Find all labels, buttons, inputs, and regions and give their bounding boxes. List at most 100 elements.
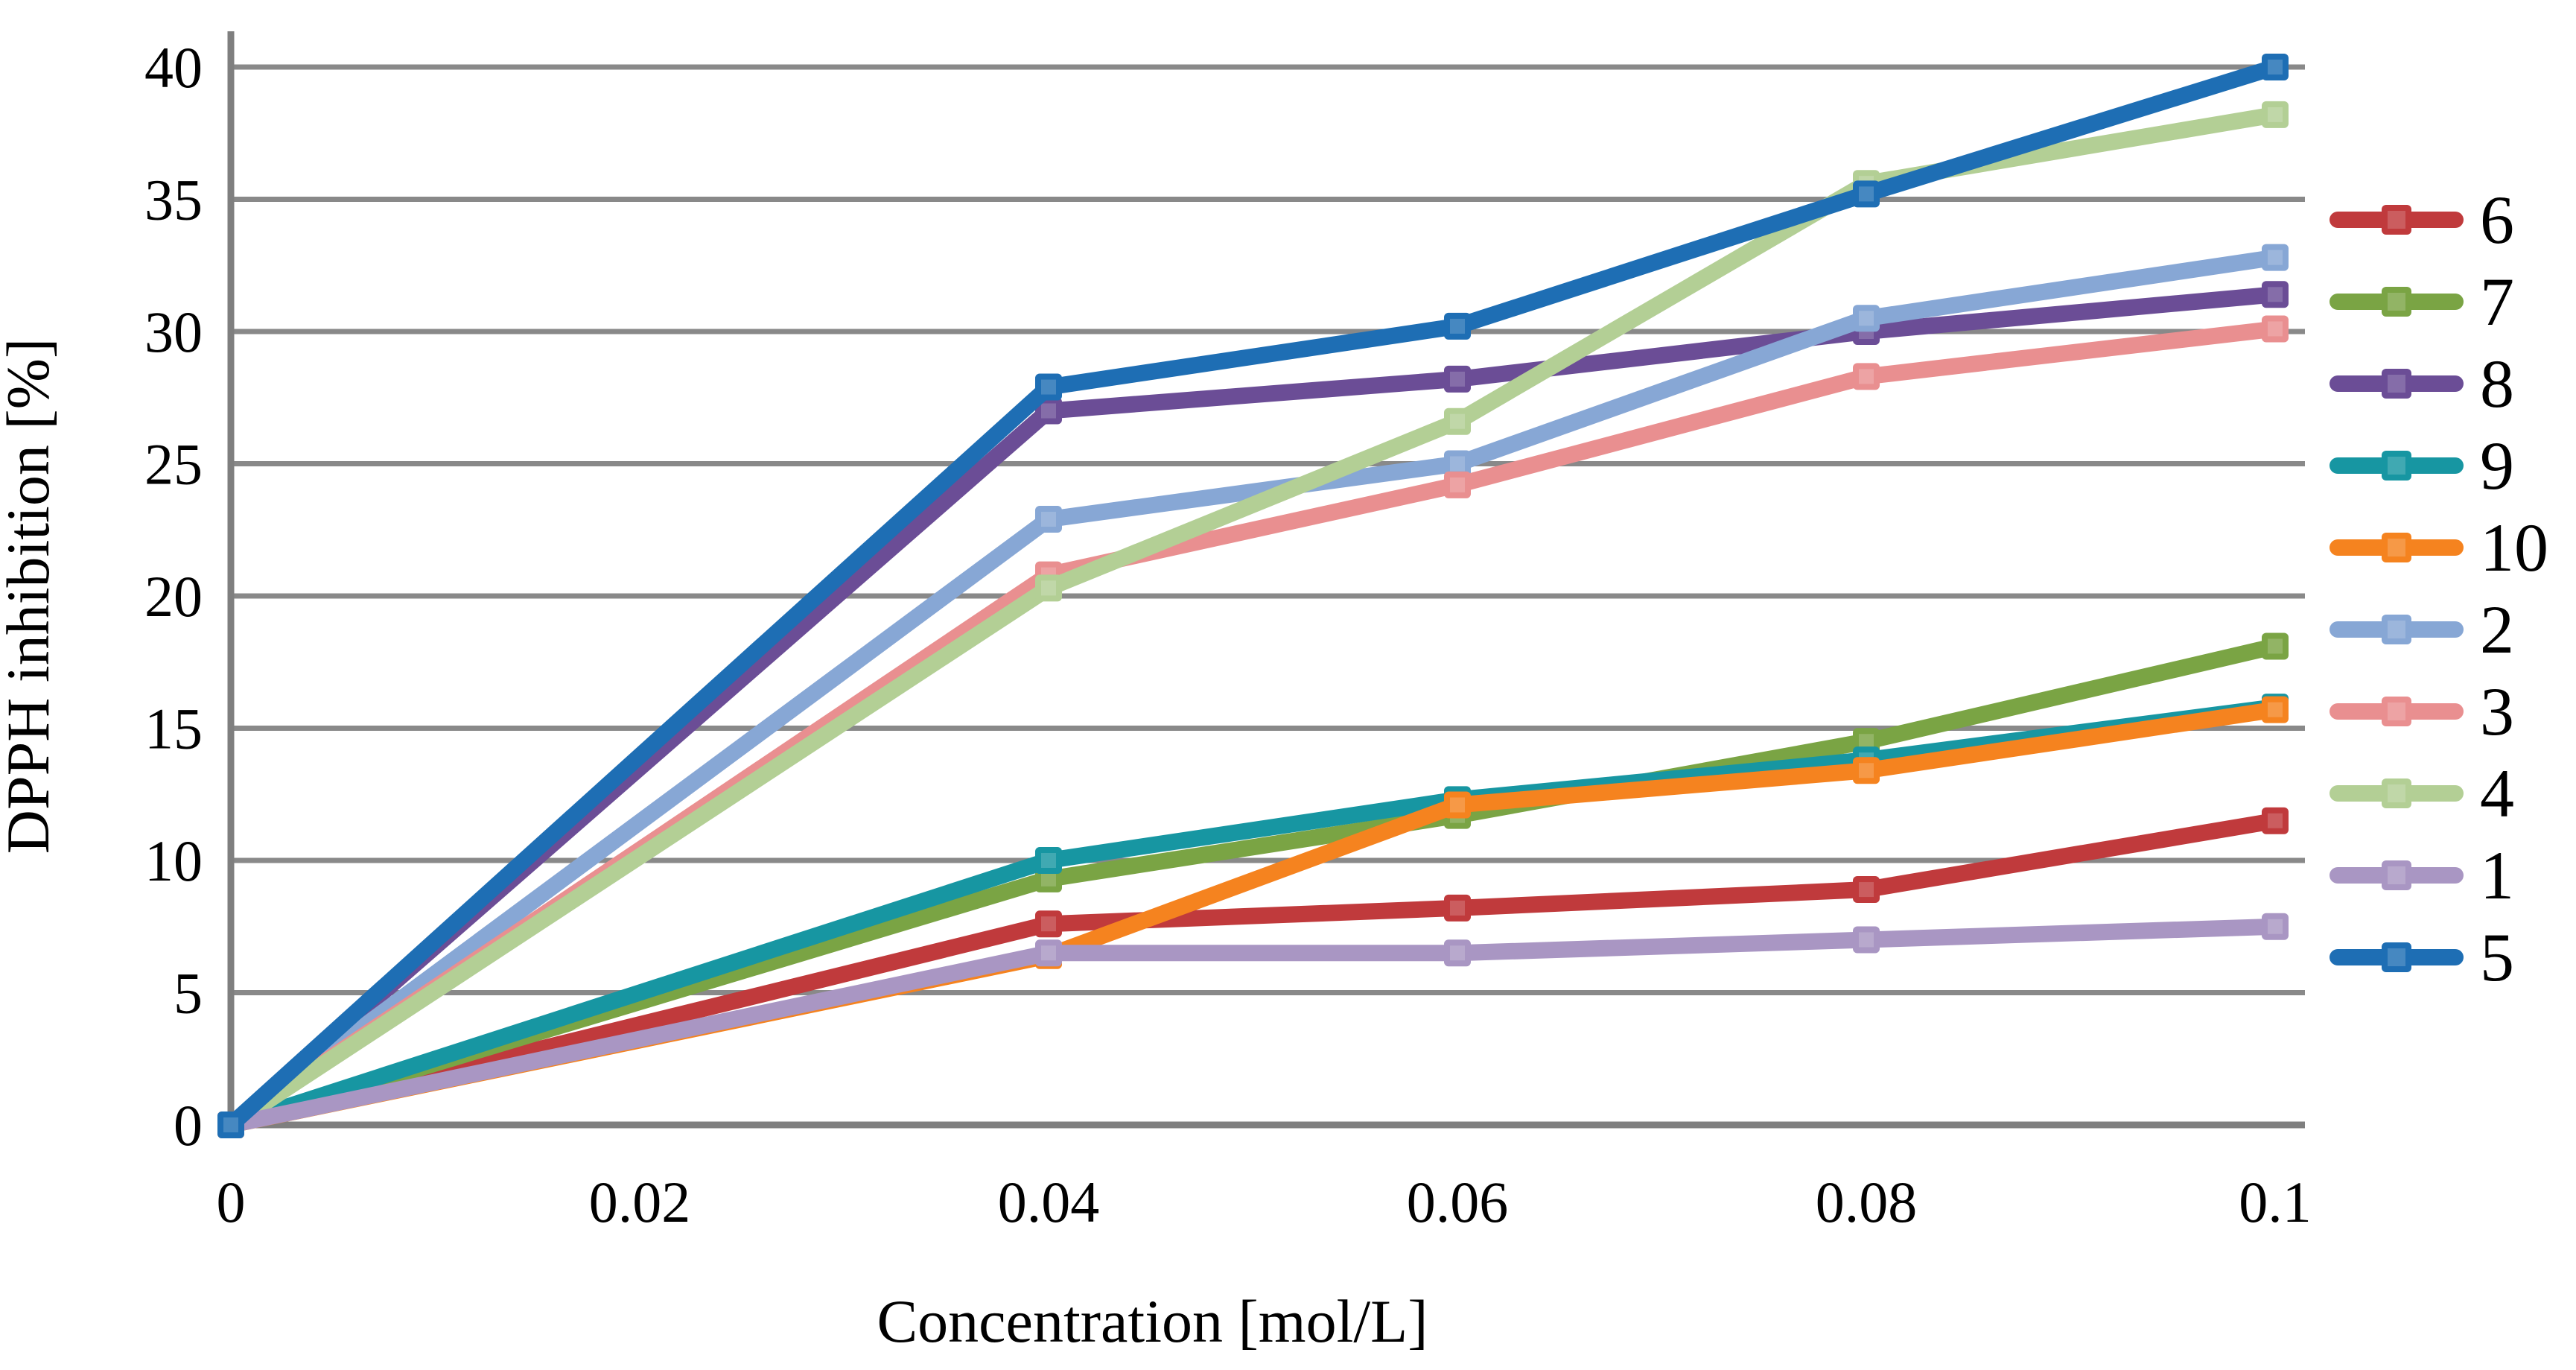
marker-inner-3-2 [1450, 477, 1465, 492]
y-tick-label-20: 20 [144, 564, 203, 629]
marker-5-4 [2262, 54, 2289, 80]
marker-1-3 [1853, 926, 1880, 954]
marker-inner-5-4 [2268, 60, 2283, 74]
legend-item-1: 1 [2329, 834, 2576, 916]
marker-inner-5-3 [1859, 186, 1874, 202]
series-line-4 [226, 107, 2277, 1132]
legend-label-1: 1 [2480, 837, 2514, 913]
marker-inner-3-4 [2268, 321, 2283, 337]
y-tick-label-10: 10 [144, 828, 203, 893]
marker-1-1 [1035, 939, 1062, 967]
marker-9-1 [1035, 847, 1062, 874]
legend-item-2: 2 [2329, 589, 2576, 670]
marker-10-3 [1853, 757, 1880, 784]
marker-6-1 [1035, 910, 1062, 938]
x-tick-label-0.06: 0.06 [1407, 1170, 1509, 1234]
marker-inner-7-1 [1041, 871, 1056, 887]
marker-inner-10-4 [2268, 702, 2283, 717]
marker-inner-1-2 [1450, 945, 1465, 961]
y-tick-label-15: 15 [144, 697, 203, 761]
legend-item-4: 4 [2329, 752, 2576, 834]
x-tick-labels: 0 0.02 0.04 0.06 0.08 0.1 [217, 1170, 2312, 1234]
marker-5-3 [1853, 180, 1880, 208]
marker-inner-3-3 [1859, 369, 1874, 384]
legend-label-4: 4 [2480, 755, 2514, 831]
marker-inner-5-0 [223, 1117, 238, 1132]
marker-inner-7-4 [2268, 638, 2283, 654]
marker-inner-10-2 [1450, 797, 1465, 813]
marker-inner-1-4 [2268, 919, 2283, 934]
legend-item-6: 6 [2329, 179, 2576, 261]
legend-item-7: 7 [2329, 261, 2576, 343]
marker-inner-2-3 [1859, 311, 1874, 326]
legend-marker-3 [2382, 697, 2411, 726]
legend-label-8: 8 [2480, 346, 2514, 422]
marker-2-1 [1035, 506, 1062, 533]
legend-swatch-3 [2329, 697, 2464, 726]
y-tick-labels: 0 5 10 15 20 25 30 35 40 [144, 35, 203, 1158]
legend-marker-10 [2382, 533, 2411, 562]
marker-inner-8-2 [1450, 371, 1465, 387]
marker-10-4 [2262, 696, 2289, 723]
legend-marker-8 [2382, 369, 2411, 399]
x-tick-label-0.1: 0.1 [2239, 1170, 2312, 1234]
chart-legend: 6 7 8 9 10 2 3 4 1 5 [2329, 0, 2576, 1370]
marker-inner-2-2 [1450, 456, 1465, 472]
legend-item-10: 10 [2329, 507, 2576, 589]
y-tick-label-0: 0 [174, 1093, 203, 1158]
x-tick-label-0.08: 0.08 [1816, 1170, 1918, 1234]
marker-8-4 [2262, 281, 2289, 308]
marker-1-2 [1444, 939, 1471, 967]
marker-3-4 [2262, 315, 2289, 343]
marker-8-1 [1035, 397, 1062, 425]
x-axis-title: Concentration [mol/L] [877, 1287, 1428, 1355]
marker-5-2 [1444, 312, 1471, 340]
marker-inner-8-4 [2268, 287, 2283, 302]
legend-label-10: 10 [2480, 510, 2548, 586]
marker-4-4 [2262, 101, 2289, 128]
legend-marker-5 [2382, 942, 2411, 972]
marker-2-4 [2262, 244, 2289, 271]
legend-marker-1 [2382, 860, 2411, 890]
marker-6-2 [1444, 894, 1471, 922]
legend-swatch-10 [2329, 533, 2464, 562]
legend-swatch-8 [2329, 369, 2464, 399]
marker-6-4 [2262, 807, 2289, 834]
legend-marker-6 [2382, 205, 2411, 235]
legend-label-9: 9 [2480, 428, 2514, 504]
legend-marker-7 [2382, 287, 2411, 317]
legend-swatch-6 [2329, 205, 2464, 235]
series-5 [217, 54, 2289, 1138]
marker-inner-1-3 [1859, 932, 1874, 948]
legend-swatch-9 [2329, 451, 2464, 481]
marker-inner-6-3 [1859, 882, 1874, 898]
legend-label-5: 5 [2480, 919, 2514, 995]
marker-3-3 [1853, 363, 1880, 390]
marker-inner-4-2 [1450, 413, 1465, 429]
marker-inner-6-2 [1450, 900, 1465, 916]
y-tick-label-25: 25 [144, 432, 203, 497]
marker-5-1 [1035, 373, 1062, 401]
x-tick-label-0: 0 [217, 1170, 246, 1234]
legend-marker-2 [2382, 615, 2411, 644]
marker-inner-1-1 [1041, 945, 1056, 961]
marker-inner-4-4 [2268, 107, 2283, 122]
legend-item-5: 5 [2329, 916, 2576, 998]
marker-7-4 [2262, 632, 2289, 660]
marker-10-2 [1444, 791, 1471, 819]
legend-item-9: 9 [2329, 425, 2576, 507]
legend-label-3: 3 [2480, 673, 2514, 749]
series-4 [217, 101, 2289, 1138]
legend-swatch-2 [2329, 615, 2464, 644]
x-tick-label-0.02: 0.02 [589, 1170, 691, 1234]
marker-2-3 [1853, 305, 1880, 332]
marker-inner-7-3 [1859, 734, 1874, 749]
legend-swatch-4 [2329, 778, 2464, 808]
marker-8-2 [1444, 365, 1471, 393]
y-tick-label-30: 30 [144, 299, 203, 364]
legend-label-7: 7 [2480, 264, 2514, 340]
marker-inner-5-1 [1041, 379, 1056, 395]
marker-inner-2-4 [2268, 250, 2283, 265]
